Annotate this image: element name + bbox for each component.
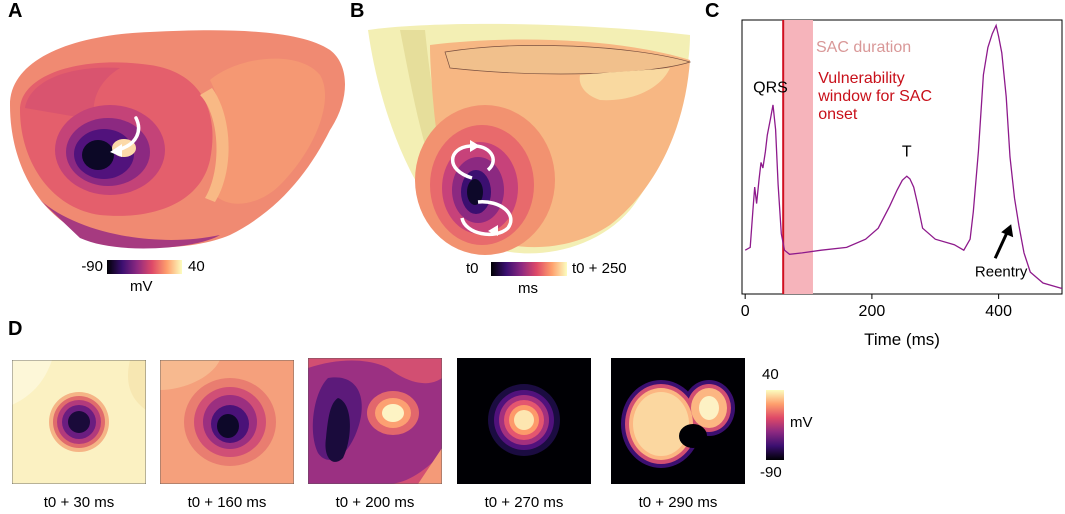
vulnerability-line-2: window for SAC bbox=[817, 88, 932, 105]
reentry-arrowhead-lower bbox=[488, 225, 498, 236]
panel-d-colorbar-unit: mV bbox=[790, 414, 813, 431]
activation-core bbox=[467, 179, 483, 205]
wave-front-core bbox=[699, 396, 719, 420]
refractory-notch bbox=[679, 424, 707, 448]
sac-duration-region bbox=[783, 20, 813, 294]
snapshot-caption-5: t0 + 290 ms bbox=[638, 494, 718, 511]
wave-front-core bbox=[382, 404, 404, 422]
reentry-arrowhead bbox=[1001, 224, 1014, 238]
corner-patch bbox=[418, 448, 442, 484]
snapshot-caption-2: t0 + 160 ms bbox=[187, 494, 267, 511]
panel-b-colorbar bbox=[491, 262, 567, 276]
panel-a-heart-render bbox=[10, 30, 345, 249]
panel-b-colorbar-unit: ms bbox=[518, 280, 538, 297]
snapshot-caption-1: t0 + 30 ms bbox=[43, 494, 115, 511]
panel-b-colorbar-min: t0 bbox=[466, 260, 479, 277]
qrs-label: QRS bbox=[753, 80, 788, 97]
panel-a-colorbar bbox=[107, 260, 182, 274]
reentry-loop-upper bbox=[451, 144, 495, 180]
snapshot-frame-4 bbox=[457, 358, 591, 484]
ecg-chart: SAC duration Vulnerability window for SA… bbox=[741, 19, 1063, 349]
panel-d-label: D bbox=[8, 318, 23, 340]
wave-core bbox=[217, 414, 239, 438]
background-patch bbox=[12, 360, 52, 405]
wave-core bbox=[68, 411, 90, 433]
snapshot-frame-3 bbox=[308, 358, 442, 484]
t-wave-label: T bbox=[902, 143, 912, 160]
panel-b-label: B bbox=[350, 0, 365, 22]
lv-rim bbox=[444, 45, 692, 75]
rotation-arrow bbox=[116, 116, 141, 152]
septum bbox=[200, 88, 229, 202]
panel-b-colorbar-max: t0 + 250 bbox=[572, 260, 627, 277]
snapshot-caption-4: t0 + 270 ms bbox=[484, 494, 564, 511]
vulnerability-window-label: Vulnerability window for SAC onset bbox=[817, 70, 936, 123]
panel-b-activation-map bbox=[368, 23, 692, 255]
x-axis-ticks: 0 200 400 bbox=[741, 294, 1012, 320]
panel-d-colorbar-min: -90 bbox=[760, 464, 782, 481]
reentry-label: Reentry bbox=[975, 263, 1028, 280]
vulnerability-line-3: onset bbox=[818, 106, 858, 123]
panel-a-colorbar-unit: mV bbox=[130, 278, 153, 295]
panel-d-colorbar-max: 40 bbox=[762, 366, 779, 383]
rim-patch bbox=[579, 68, 670, 101]
tissue-region bbox=[325, 398, 350, 462]
snapshot-frame-1 bbox=[12, 360, 146, 484]
x-tick-label: 200 bbox=[859, 303, 886, 320]
background-patch bbox=[127, 360, 146, 410]
panel-d-colorbar bbox=[766, 390, 784, 460]
reentry-arrow bbox=[993, 231, 1009, 259]
reentry-loop-lower bbox=[460, 200, 513, 237]
vulnerability-line-1: Vulnerability bbox=[818, 70, 905, 87]
chart-frame bbox=[741, 19, 1063, 295]
snapshot-frame-5 bbox=[611, 358, 745, 484]
ecg-trace bbox=[744, 23, 1063, 290]
rotation-arrowhead bbox=[110, 144, 122, 157]
x-axis-label: Time (ms) bbox=[864, 330, 940, 349]
panel-c-label: C bbox=[705, 0, 720, 22]
panel-a-label: A bbox=[8, 0, 23, 22]
panel-a-colorbar-max: 40 bbox=[188, 258, 205, 275]
snapshot-caption-3: t0 + 200 ms bbox=[335, 494, 415, 511]
reentry-arrowhead-upper bbox=[470, 140, 480, 152]
snapshot-frame-2 bbox=[160, 360, 294, 484]
spiral-core bbox=[82, 140, 114, 170]
x-tick-label: 400 bbox=[985, 303, 1012, 320]
wave-front-core bbox=[514, 410, 534, 430]
background-patch bbox=[160, 360, 220, 390]
panel-a-colorbar-min: -90 bbox=[81, 258, 103, 275]
wave-plateau bbox=[633, 392, 689, 456]
rv-cavity bbox=[210, 58, 326, 204]
sac-duration-label: SAC duration bbox=[816, 39, 911, 56]
lv-cavity-rim bbox=[25, 67, 120, 120]
x-tick-label: 0 bbox=[741, 303, 750, 320]
heart-base-shading bbox=[40, 200, 220, 249]
